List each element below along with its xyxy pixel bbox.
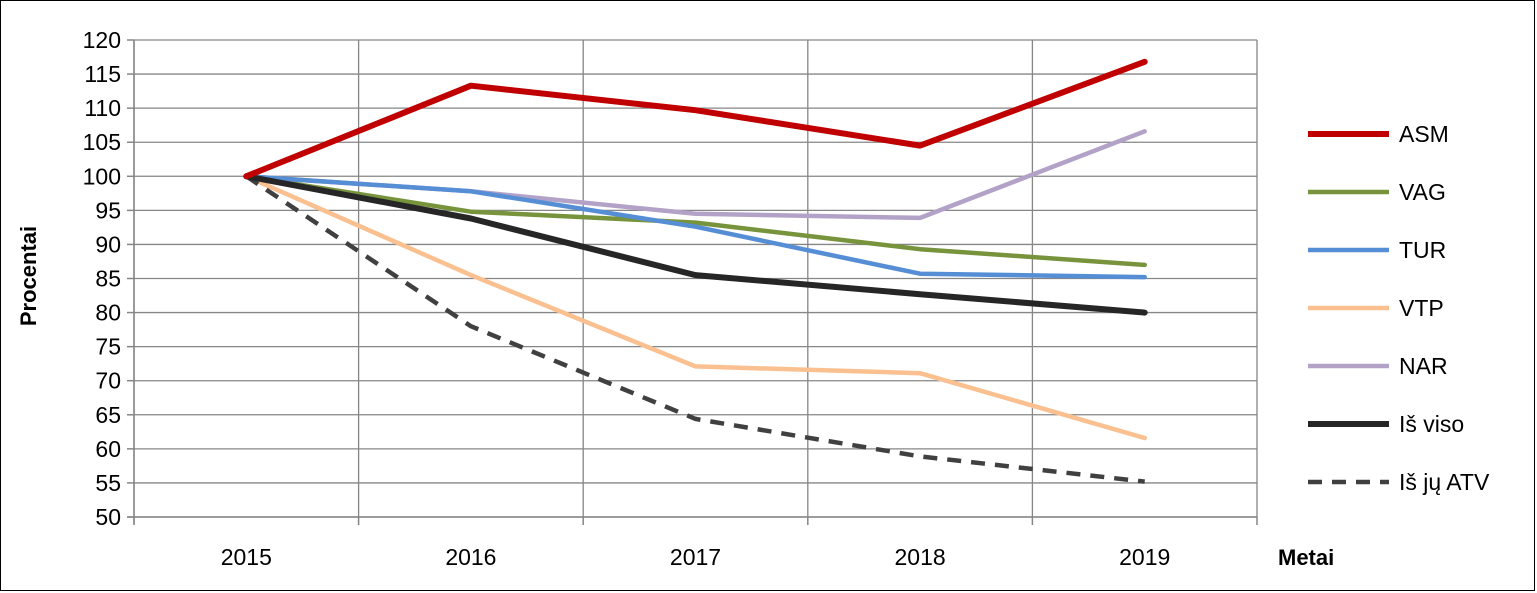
y-tick-label: 120	[83, 27, 121, 53]
series-line-asm	[243, 58, 1148, 180]
legend-label: VTP	[1399, 295, 1444, 321]
series-line-tur	[244, 174, 1147, 280]
axes	[127, 39, 1258, 525]
y-tick-label: 110	[84, 95, 121, 121]
y-tick-label: 80	[95, 300, 121, 326]
x-tick-label: 2018	[895, 544, 946, 570]
y-tick-label: 70	[95, 368, 121, 394]
legend-label: Iš jų ATV	[1399, 469, 1490, 495]
series-lines	[243, 58, 1148, 484]
y-tick-label: 100	[83, 163, 121, 189]
x-axis-title: Metai	[1278, 545, 1334, 570]
x-tick-label: 2015	[221, 544, 272, 570]
y-tick-label: 50	[95, 504, 121, 530]
y-axis-title: Procentai	[16, 226, 41, 326]
series-line-nar	[244, 129, 1147, 221]
y-tick-label: 115	[84, 61, 121, 87]
legend-label: Iš viso	[1399, 411, 1464, 437]
y-tick-labels: 50 55 60 65 70 75 80 85 90 95 100 105 110 115 120	[83, 27, 121, 530]
y-tick-label: 85	[95, 266, 121, 292]
legend-label: VAG	[1399, 179, 1446, 205]
y-tick-label: 75	[95, 334, 121, 360]
series-line-vtp	[244, 174, 1147, 441]
y-tick-label: 90	[95, 231, 121, 257]
series-line-iš-jų-atv	[245, 174, 1145, 484]
y-tick-label: 95	[95, 197, 121, 223]
legend-label: TUR	[1399, 237, 1446, 263]
y-tick-label: 65	[95, 402, 121, 428]
x-tick-label: 2019	[1119, 544, 1170, 570]
y-tick-label: 60	[95, 436, 121, 462]
legend: ASM VAG TUR VTP NAR Iš viso Iš jų ATV	[1308, 121, 1490, 495]
y-tick-label: 55	[95, 470, 121, 496]
legend-label: ASM	[1399, 121, 1449, 147]
series-line-iš-viso	[243, 173, 1148, 316]
series-line-vag	[244, 174, 1147, 268]
legend-label: NAR	[1399, 353, 1448, 379]
x-tick-labels: 2015 2016 2017 2018 2019	[221, 544, 1171, 570]
y-tick-label: 105	[83, 129, 121, 155]
x-tick-label: 2016	[445, 544, 496, 570]
x-tick-label: 2017	[670, 544, 721, 570]
